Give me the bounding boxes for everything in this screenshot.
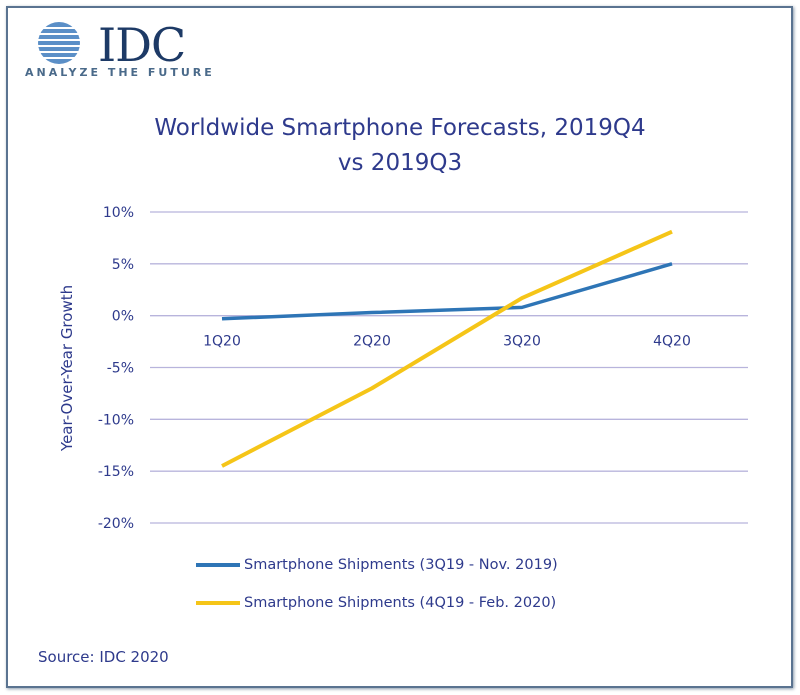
y-tick-label: -5% — [107, 361, 134, 377]
x-tick-label: 1Q20 — [203, 334, 241, 350]
chart-title-line2: vs 2019Q3 — [337, 150, 463, 176]
y-tick-label: 10% — [103, 205, 134, 221]
series-line-2 — [221, 229, 673, 468]
legend-item-2: Smartphone Shipments (4Q19 - Feb. 2020) — [196, 595, 556, 611]
legend-label: Smartphone Shipments (3Q19 - Nov. 2019) — [244, 557, 558, 573]
y-tick-label: 0% — [112, 309, 134, 325]
legend-swatch — [196, 601, 240, 605]
y-tick-label: -20% — [98, 516, 134, 532]
chart-title-line1: Worldwide Smartphone Forecasts, 2019Q4 — [154, 115, 646, 141]
x-tick-label: 4Q20 — [653, 334, 691, 350]
source-note: Source: IDC 2020 — [38, 648, 169, 666]
idc-logo-text: IDC — [98, 18, 186, 72]
chart-frame — [6, 6, 793, 688]
idc-globe-logo — [24, 22, 94, 64]
x-tick-label: 2Q20 — [353, 334, 391, 350]
x-tick-label: 3Q20 — [503, 334, 541, 350]
legend-label: Smartphone Shipments (4Q19 - Feb. 2020) — [244, 595, 557, 611]
series-line-1 — [221, 262, 673, 321]
logo-tagline: ANALYZE THE FUTURE — [25, 66, 215, 79]
y-axis-label: Year-Over-Year Growth — [58, 285, 76, 452]
legend-item-1: Smartphone Shipments (3Q19 - Nov. 2019) — [196, 557, 558, 573]
legend-swatch — [196, 563, 240, 567]
y-tick-label: -15% — [98, 464, 134, 480]
y-tick-label: 5% — [112, 257, 134, 273]
y-tick-label: -10% — [98, 412, 134, 428]
